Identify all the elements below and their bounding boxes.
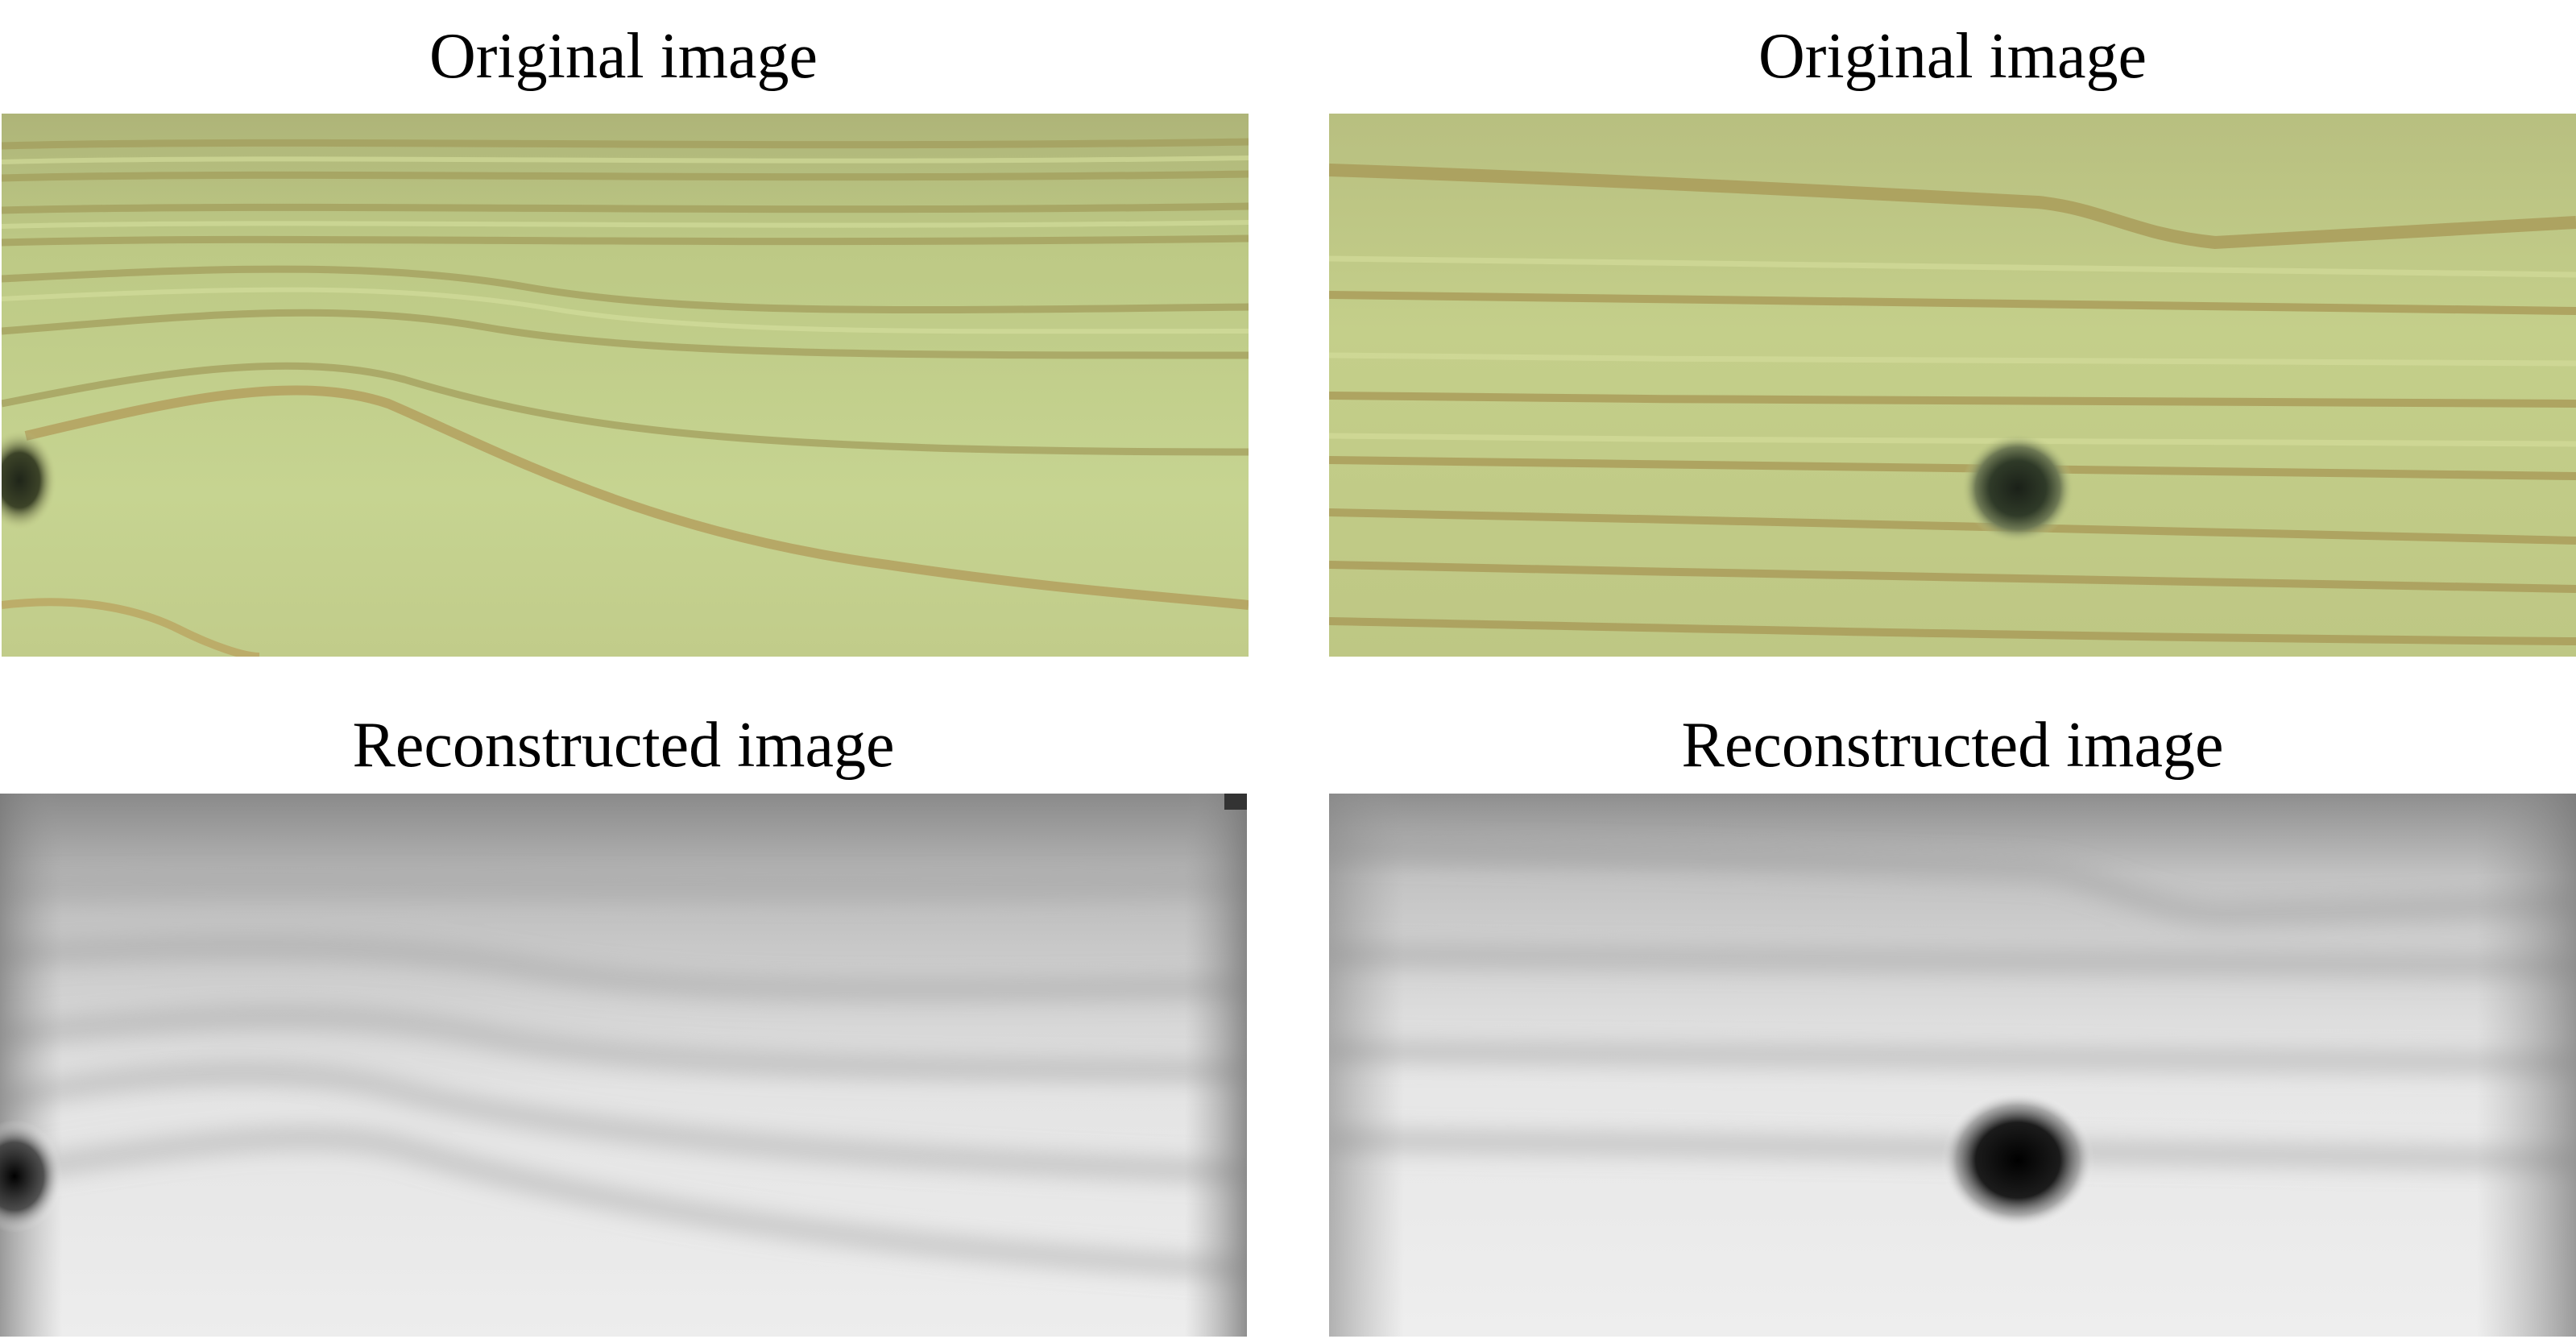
caption-reconstructed-image-left: Reconstructed image [352,710,895,781]
original-wood-image-left [2,114,1249,657]
original-wood-image-right [1329,114,2576,657]
reconstructed-image-right [1329,794,2576,1337]
caption-original-image-left: Original image [429,21,818,92]
reconstructed-image-left [0,794,1247,1337]
caption-reconstructed-image-right: Reconstructed image [1681,710,2224,781]
caption-original-image-right: Original image [1758,21,2147,92]
